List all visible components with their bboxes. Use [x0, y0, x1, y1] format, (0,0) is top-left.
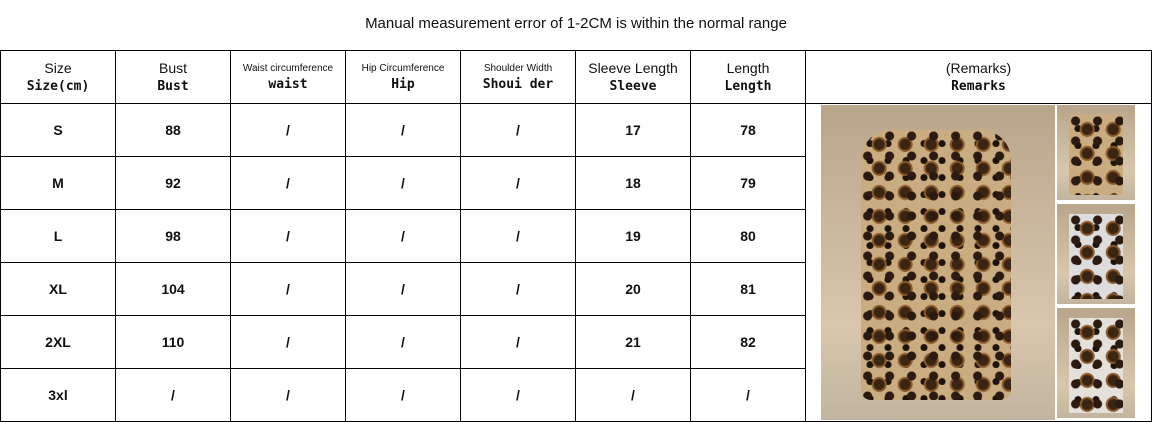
value-cell: /: [345, 156, 461, 210]
header-label: Bust: [158, 60, 187, 76]
value-cell: /: [460, 368, 576, 422]
value-cell: 20: [575, 262, 691, 316]
value-cell: 88: [115, 103, 231, 157]
thumbnail-3: [1057, 308, 1135, 418]
header-sublabel: Size(cm): [26, 79, 90, 94]
value-cell: /: [345, 262, 461, 316]
table-row: L 98///19 80: [0, 209, 1152, 263]
value-cell: /: [460, 103, 576, 157]
header-sublabel: Sleeve: [609, 79, 657, 94]
value-cell: 110: [115, 315, 231, 369]
value-cell: /: [460, 209, 576, 263]
value-cell: /: [230, 315, 346, 369]
header-cell: Hip Circumference Hip: [345, 50, 461, 104]
size-cell: M: [0, 156, 116, 210]
value-cell: /: [345, 103, 461, 157]
table-row: XL 104///20 81: [0, 262, 1152, 316]
value-cell: 79: [690, 156, 806, 210]
header-label: Shoulder Width: [483, 62, 553, 74]
header-cell: Waist circumference waist: [230, 50, 346, 104]
header-label: Sleeve Length: [588, 60, 678, 76]
thumb-image: [1069, 318, 1123, 413]
size-cell: 2XL: [0, 315, 116, 369]
header-cell: Sleeve Length Sleeve: [575, 50, 691, 104]
size-cell: S: [0, 103, 116, 157]
value-cell: /: [460, 315, 576, 369]
value-cell: 19: [575, 209, 691, 263]
measurement-note: Manual measurement error of 1-2CM is wit…: [365, 15, 787, 32]
header-cell: Length Length: [690, 50, 806, 104]
value-cell: 81: [690, 262, 806, 316]
header-label: (Remarks): [945, 60, 1012, 76]
header-label: Hip Circumference: [361, 62, 445, 74]
header-cell: Shoulder Width Shoui der: [460, 50, 576, 104]
value-cell: 21: [575, 315, 691, 369]
value-cell: /: [230, 262, 346, 316]
value-cell: 82: [690, 315, 806, 369]
value-cell: /: [230, 209, 346, 263]
header-row: Size Size(cm) Bust Bust Waist circumference w…: [0, 50, 1152, 104]
value-cell: /: [230, 156, 346, 210]
table-row: 2XL 110///21 82: [0, 315, 1152, 369]
header-cell: Bust Bust: [115, 50, 231, 104]
leopard-top-image: [861, 130, 1011, 400]
thumbnail-1: [1057, 105, 1135, 200]
header-sublabel: Shoui der: [482, 76, 554, 92]
value-cell: 18: [575, 156, 691, 210]
value-cell: 92: [115, 156, 231, 210]
thumb-image: [1069, 214, 1123, 299]
value-cell: /: [345, 209, 461, 263]
size-cell: XL: [0, 262, 116, 316]
header-label: Length: [726, 60, 770, 76]
header-sublabel: Length: [724, 79, 772, 94]
thumbnail-2: [1057, 204, 1135, 304]
value-cell: /: [345, 368, 461, 422]
value-cell: /: [230, 103, 346, 157]
value-cell: /: [575, 368, 691, 422]
thumb-image: [1069, 115, 1123, 195]
header-sublabel: Remarks: [951, 79, 1006, 94]
header-sublabel: waist: [268, 76, 308, 92]
header-cell: Size Size(cm): [0, 50, 116, 104]
header-sublabel: Bust: [157, 79, 189, 94]
header-label: Waist circumference: [242, 62, 334, 74]
value-cell: /: [345, 315, 461, 369]
value-cell: 80: [690, 209, 806, 263]
value-cell: 104: [115, 262, 231, 316]
value-cell: 98: [115, 209, 231, 263]
header-label: Size: [44, 60, 72, 76]
size-cell: L: [0, 209, 116, 263]
value-cell: /: [115, 368, 231, 422]
value-cell: /: [460, 262, 576, 316]
value-cell: /: [690, 368, 806, 422]
value-cell: /: [230, 368, 346, 422]
table-row: 3xl / / / / / /: [0, 368, 1152, 422]
value-cell: /: [460, 156, 576, 210]
header-sublabel: Hip: [391, 76, 415, 92]
value-cell: 78: [690, 103, 806, 157]
header-cell: (Remarks) Remarks: [805, 50, 1152, 104]
product-photo: [821, 105, 1055, 420]
size-cell: 3xl: [0, 368, 116, 422]
value-cell: 17: [575, 103, 691, 157]
